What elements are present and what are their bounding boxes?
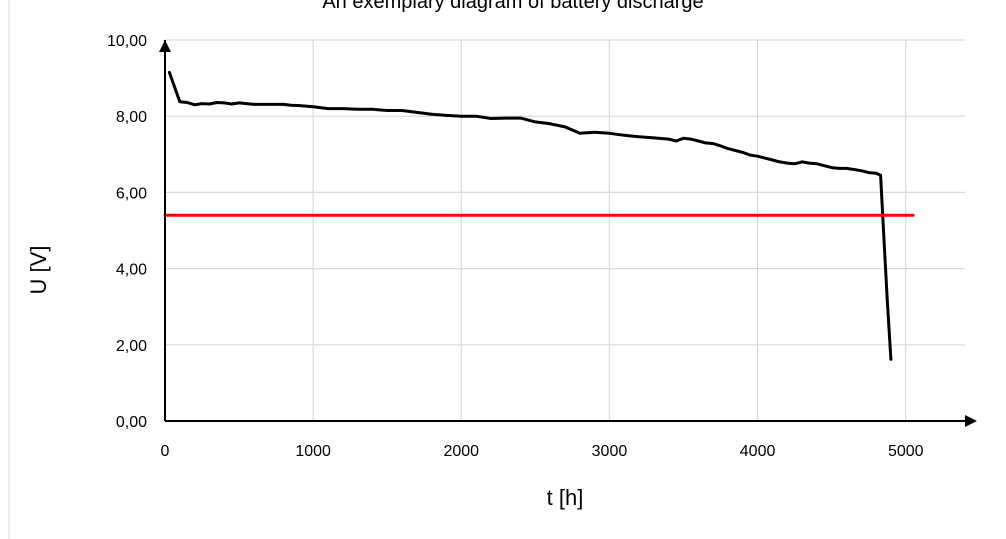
voltage-series-line <box>167 70 893 361</box>
y-tick-label: 8,00 <box>116 109 147 126</box>
gridlines <box>8 0 965 539</box>
x-tick-label: 3000 <box>592 443 628 460</box>
y-tick-label: 0,00 <box>116 414 147 431</box>
x-tick-label: 4000 <box>740 443 776 460</box>
x-axis-arrow <box>965 415 977 427</box>
axes <box>159 40 977 427</box>
series-lines <box>163 70 915 361</box>
x-tick-label: 5000 <box>888 443 924 460</box>
y-tick-label: 2,00 <box>116 338 147 355</box>
chart-title: An exemplary diagram of battery discharg… <box>322 0 703 13</box>
y-axis-title: U [V] <box>26 246 51 295</box>
y-tick-label: 6,00 <box>116 185 147 202</box>
x-tick-label: 0 <box>161 443 170 460</box>
y-tick-label: 4,00 <box>116 262 147 279</box>
x-axis-title: t [h] <box>547 485 584 510</box>
y-axis-arrow <box>159 40 171 52</box>
tick-labels: 0,00 2,00 4,00 6,00 8,00 10,00 0 1000 2000 3000 40… <box>107 33 924 460</box>
x-tick-label: 2000 <box>443 443 479 460</box>
x-tick-label: 1000 <box>295 443 331 460</box>
y-tick-label: 10,00 <box>107 33 147 50</box>
